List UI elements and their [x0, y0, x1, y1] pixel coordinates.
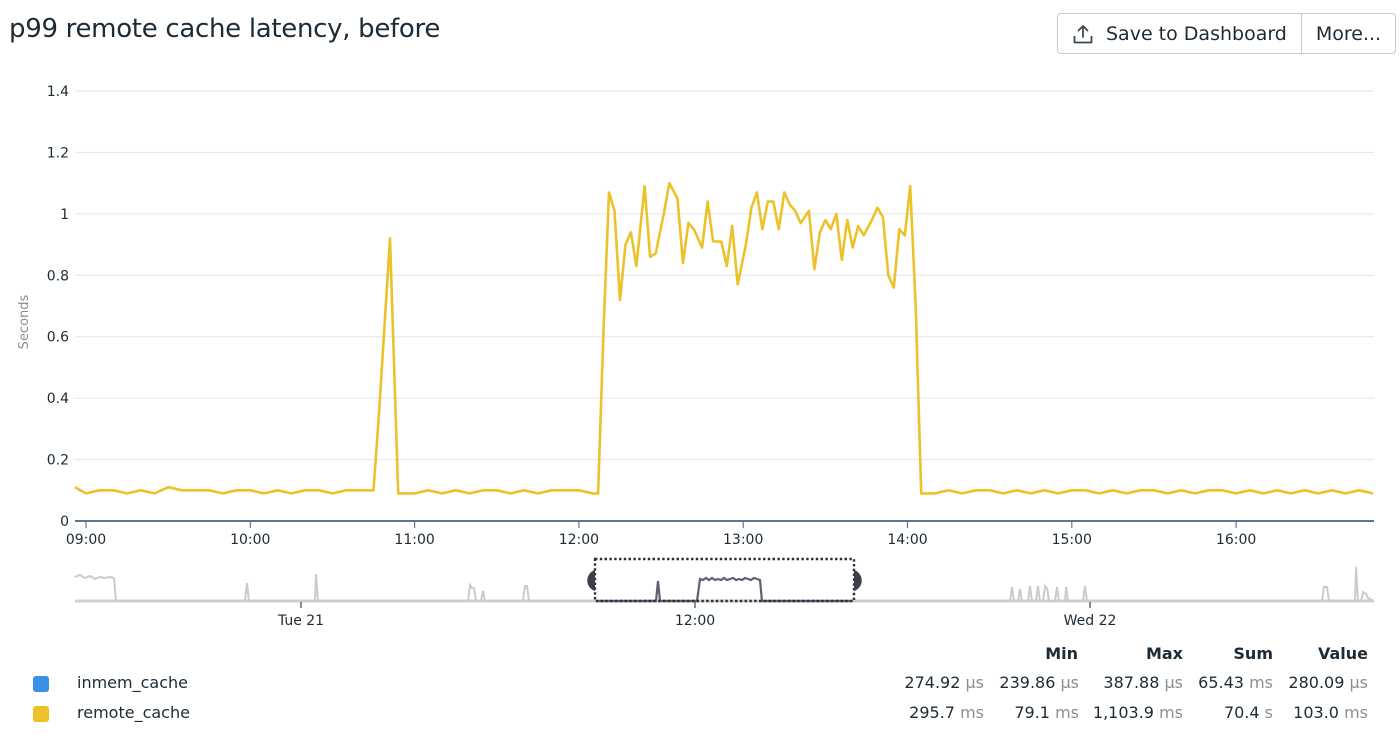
series-value: 103.0 ms: [1293, 703, 1368, 722]
grid-lines: [75, 90, 1374, 461]
series-sum: 70.4 s: [1223, 703, 1273, 722]
y-tick-label: 0.8: [47, 268, 69, 284]
navigator-series: [74, 566, 1375, 602]
series-min: 239.86 µs: [999, 673, 1079, 692]
navigator-selection-window[interactable]: [593, 557, 856, 603]
y-tick-label: 1.2: [47, 145, 69, 161]
more-label: More...: [1315, 22, 1382, 45]
series-value: 280.09 µs: [1288, 673, 1368, 692]
more-button[interactable]: More...: [1300, 14, 1395, 53]
navigator-label-tue-21: Tue 21: [277, 613, 324, 629]
x-tick-label: 15:00: [1052, 532, 1092, 548]
x-tick-label: 13:00: [723, 532, 763, 548]
save-to-dashboard-button[interactable]: Save to Dashboard: [1058, 14, 1301, 53]
legend-header-min: Min: [1045, 644, 1078, 663]
legend-header-sum: Sum: [1233, 644, 1273, 663]
series-color-swatch: [33, 706, 49, 722]
y-axis-ticks: 0 0.2 0.4 0.6 0.8 1 1.2 1.4: [47, 84, 69, 530]
line-chart[interactable]: 0 0.2 0.4 0.6 0.8 1 1.2 1.4 Seconds 09:00 10:00 1…: [0, 0, 1400, 630]
x-tick-label: 12:00: [559, 532, 599, 548]
series-avg: 295.7 ms: [909, 703, 984, 722]
series-max: 387.88 µs: [1103, 673, 1183, 692]
upload-icon: [1072, 23, 1094, 45]
navigator-left-handle[interactable]: [587, 570, 595, 591]
x-tick-label: 11:00: [394, 532, 434, 548]
series-color-swatch: [33, 676, 49, 692]
series-max: 1,103.9 ms: [1092, 703, 1183, 722]
toolbar: Save to Dashboard More...: [1057, 13, 1397, 54]
page-title: p99 remote cache latency, before: [9, 14, 441, 44]
range-navigator[interactable]: Tue 21 12:00 Wed 22: [74, 557, 1375, 629]
y-tick-label: 0: [60, 514, 69, 530]
y-tick-label: 0.4: [47, 391, 69, 407]
x-tick-label: 09:00: [66, 532, 106, 548]
x-axis-ticks: 09:00 10:00 11:00 12:00 13:00 14:00 15:00 16:00: [66, 522, 1256, 548]
x-tick-label: 16:00: [1216, 532, 1256, 548]
save-to-dashboard-label: Save to Dashboard: [1106, 22, 1287, 45]
y-tick-label: 1.4: [47, 84, 69, 100]
series-sum: 65.43 ms: [1198, 673, 1273, 692]
y-tick-label: 0.2: [47, 453, 69, 469]
navigator-right-handle[interactable]: [854, 570, 862, 591]
y-tick-label: 1: [60, 207, 69, 223]
y-tick-label: 0.6: [47, 330, 69, 346]
navigator-selected-series: [596, 576, 852, 603]
legend-row-remote-cache[interactable]: remote_cache 295.7 ms 79.1 ms 1,103.9 ms…: [0, 700, 1400, 728]
legend-row-inmem-cache[interactable]: inmem_cache 274.92 µs 239.86 µs 387.88 µ…: [0, 670, 1400, 698]
navigator-label-wed-22: Wed 22: [1064, 613, 1117, 629]
legend-header-value: Value: [1317, 644, 1368, 663]
series-min: 79.1 ms: [1014, 703, 1079, 722]
x-tick-label: 10:00: [230, 532, 270, 548]
x-tick-label: 14:00: [887, 532, 927, 548]
series-name: inmem_cache: [77, 673, 188, 692]
navigator-label-noon: 12:00: [675, 613, 715, 629]
y-axis-label: Seconds: [17, 294, 32, 349]
remote-cache-series-line[interactable]: [74, 181, 1374, 495]
series-name: remote_cache: [77, 703, 190, 722]
legend-header-max: Max: [1145, 644, 1183, 663]
series-avg: 274.92 µs: [904, 673, 984, 692]
